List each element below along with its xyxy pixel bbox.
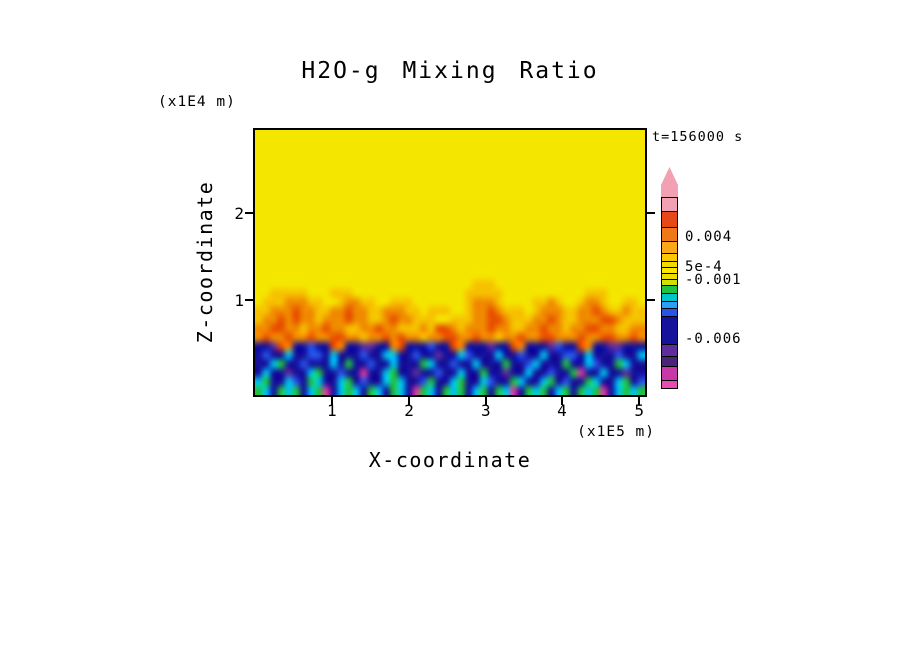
x-axis-tick-label: 2 xyxy=(404,401,414,420)
x-axis-unit-label: (x1E5 m) xyxy=(577,424,655,440)
z-axis-tick-label: 2 xyxy=(234,203,244,223)
x-axis-tick xyxy=(330,397,333,405)
colorbar-segment xyxy=(662,356,677,366)
z-axis-tick-right xyxy=(647,299,655,302)
x-axis-label: X-coordinate xyxy=(368,448,532,472)
x-axis-tick xyxy=(484,397,487,405)
colorbar-segment xyxy=(662,366,677,380)
x-axis-tick-label: 4 xyxy=(557,401,567,420)
colorbar-segment xyxy=(662,344,677,356)
colorbar-segment xyxy=(662,267,677,273)
plot-area xyxy=(253,128,647,397)
colorbar-level-label: 5e-4 xyxy=(685,259,723,275)
colorbar-segment xyxy=(662,211,677,227)
colorbar-segment xyxy=(662,293,677,301)
colorbar-segment xyxy=(662,301,677,308)
x-axis-tick-label: 3 xyxy=(481,401,491,420)
z-axis-tick xyxy=(245,211,253,214)
time-annotation: t=156000 s xyxy=(652,129,744,145)
colorbar-level-label: -0.001 xyxy=(685,272,742,288)
x-axis-tick xyxy=(560,397,563,405)
colorbar-bar xyxy=(661,197,678,389)
colorbar-arrow-tip xyxy=(661,167,678,197)
colorbar-segment xyxy=(662,197,677,211)
x-axis-tick-label: 1 xyxy=(327,401,337,420)
colorbar-segment xyxy=(662,316,677,344)
x-axis-tick-label: 5 xyxy=(634,401,644,420)
z-axis-label: Z-coordinate xyxy=(193,180,217,344)
colorbar-segment xyxy=(662,285,677,293)
colorbar-segment xyxy=(662,227,677,241)
z-axis-tick-label: 1 xyxy=(234,291,244,311)
colorbar-segment xyxy=(662,261,677,267)
z-axis-unit-label: (x1E4 m) xyxy=(158,94,236,110)
chart-title: H2O-g Mixing Ratio xyxy=(301,58,599,84)
colorbar-segment xyxy=(662,273,677,279)
x-axis-tick xyxy=(638,397,641,405)
colorbar-segment xyxy=(662,253,677,261)
colorbar-segment xyxy=(662,380,677,388)
x-axis-tick xyxy=(408,397,411,405)
colorbar-level-label: -0.006 xyxy=(685,331,742,347)
colorbar-segment xyxy=(662,241,677,253)
z-axis-tick-right xyxy=(647,211,655,214)
colorbar-segment xyxy=(662,308,677,316)
colorbar-level-label: 0.004 xyxy=(685,229,733,245)
z-axis-tick xyxy=(245,299,253,302)
colorbar-segment xyxy=(662,279,677,285)
colorbar: 0.004 5e-4 -0.001 -0.006 xyxy=(661,167,801,389)
heatmap-canvas xyxy=(255,130,645,395)
